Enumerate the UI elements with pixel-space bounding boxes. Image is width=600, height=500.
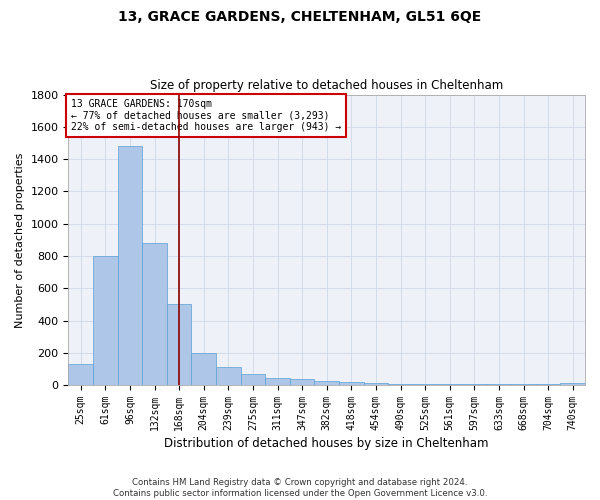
Bar — [93, 256, 118, 385]
Bar — [290, 380, 314, 385]
Bar — [314, 381, 339, 385]
Bar — [364, 384, 388, 385]
Text: Contains HM Land Registry data © Crown copyright and database right 2024.
Contai: Contains HM Land Registry data © Crown c… — [113, 478, 487, 498]
Bar — [265, 378, 290, 385]
Bar — [167, 304, 191, 385]
Bar — [191, 353, 216, 385]
Bar — [339, 382, 364, 385]
Bar — [241, 374, 265, 385]
Bar — [216, 368, 241, 385]
Bar — [388, 384, 413, 385]
Bar — [560, 382, 585, 385]
Bar — [462, 384, 487, 385]
Bar — [142, 243, 167, 385]
Text: 13, GRACE GARDENS, CHELTENHAM, GL51 6QE: 13, GRACE GARDENS, CHELTENHAM, GL51 6QE — [118, 10, 482, 24]
Bar — [68, 364, 93, 385]
Bar — [437, 384, 462, 385]
Bar — [536, 384, 560, 385]
Text: 13 GRACE GARDENS: 170sqm
← 77% of detached houses are smaller (3,293)
22% of sem: 13 GRACE GARDENS: 170sqm ← 77% of detach… — [71, 99, 341, 132]
Title: Size of property relative to detached houses in Cheltenham: Size of property relative to detached ho… — [150, 79, 503, 92]
Bar — [511, 384, 536, 385]
X-axis label: Distribution of detached houses by size in Cheltenham: Distribution of detached houses by size … — [164, 437, 489, 450]
Bar — [487, 384, 511, 385]
Y-axis label: Number of detached properties: Number of detached properties — [15, 152, 25, 328]
Bar — [118, 146, 142, 385]
Bar — [413, 384, 437, 385]
